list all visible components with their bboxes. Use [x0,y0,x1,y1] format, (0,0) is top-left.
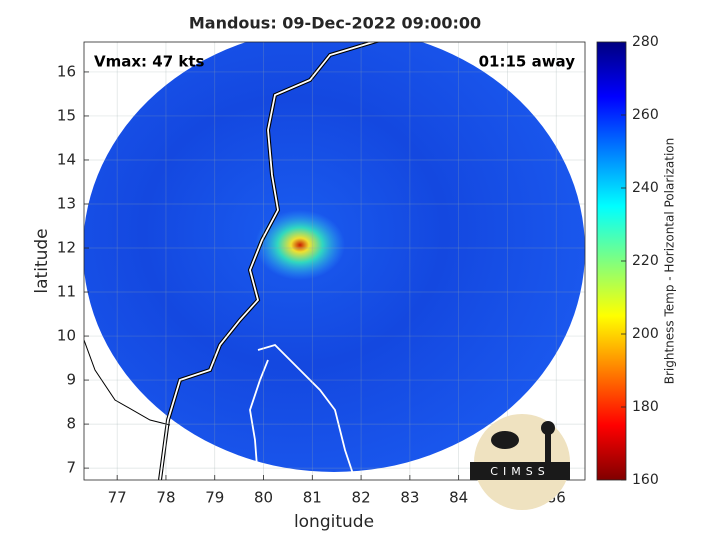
x-tick-label: 78 [156,489,175,507]
satellite-image [84,42,585,480]
y-tick-label: 12 [57,239,76,257]
y-tick-label: 13 [57,194,76,212]
x-tick-label: 80 [254,489,273,507]
x-tick-label: 81 [303,489,322,507]
axes: 7778798081828384858678910111213141516 [57,42,585,507]
colorbar-tick-label: 220 [632,253,659,269]
y-tick-label: 8 [66,415,76,433]
x-tick-label: 77 [108,489,127,507]
time-away-label: 01:15 away [479,53,576,71]
x-tick-label: 79 [205,489,224,507]
x-tick-label: 82 [352,489,371,507]
y-tick-label: 11 [57,283,76,301]
colorbar-tick-label: 200 [632,326,659,342]
vmax-label: Vmax: 47 kts [94,53,204,71]
colorbar-tick-label: 240 [632,180,659,196]
y-tick-label: 7 [66,459,76,477]
logo: CIMSS [470,414,570,510]
title: Mandous: 09-Dec-2022 09:00:00 [189,14,481,33]
x-tick-label: 84 [449,489,468,507]
x-tick-label: 83 [400,489,419,507]
logo-text: CIMSS [490,465,549,478]
y-tick-label: 14 [57,150,76,168]
plot-frame [83,41,586,481]
colorbar-tick-label: 160 [632,472,659,488]
x-axis-label: longitude [294,512,374,532]
y-tick-label: 10 [57,327,76,345]
colorbar-tick-label: 180 [632,399,659,415]
colorbar-label: Brightness Temp - Horizontal Polarizatio… [663,138,677,385]
y-tick-label: 9 [66,371,76,389]
y-tick-label: 15 [57,106,76,124]
y-axis-label: latitude [32,228,52,293]
colorbar-tick-label: 280 [632,34,659,50]
colorbar-tick-label: 260 [632,107,659,123]
y-tick-label: 16 [57,62,76,80]
